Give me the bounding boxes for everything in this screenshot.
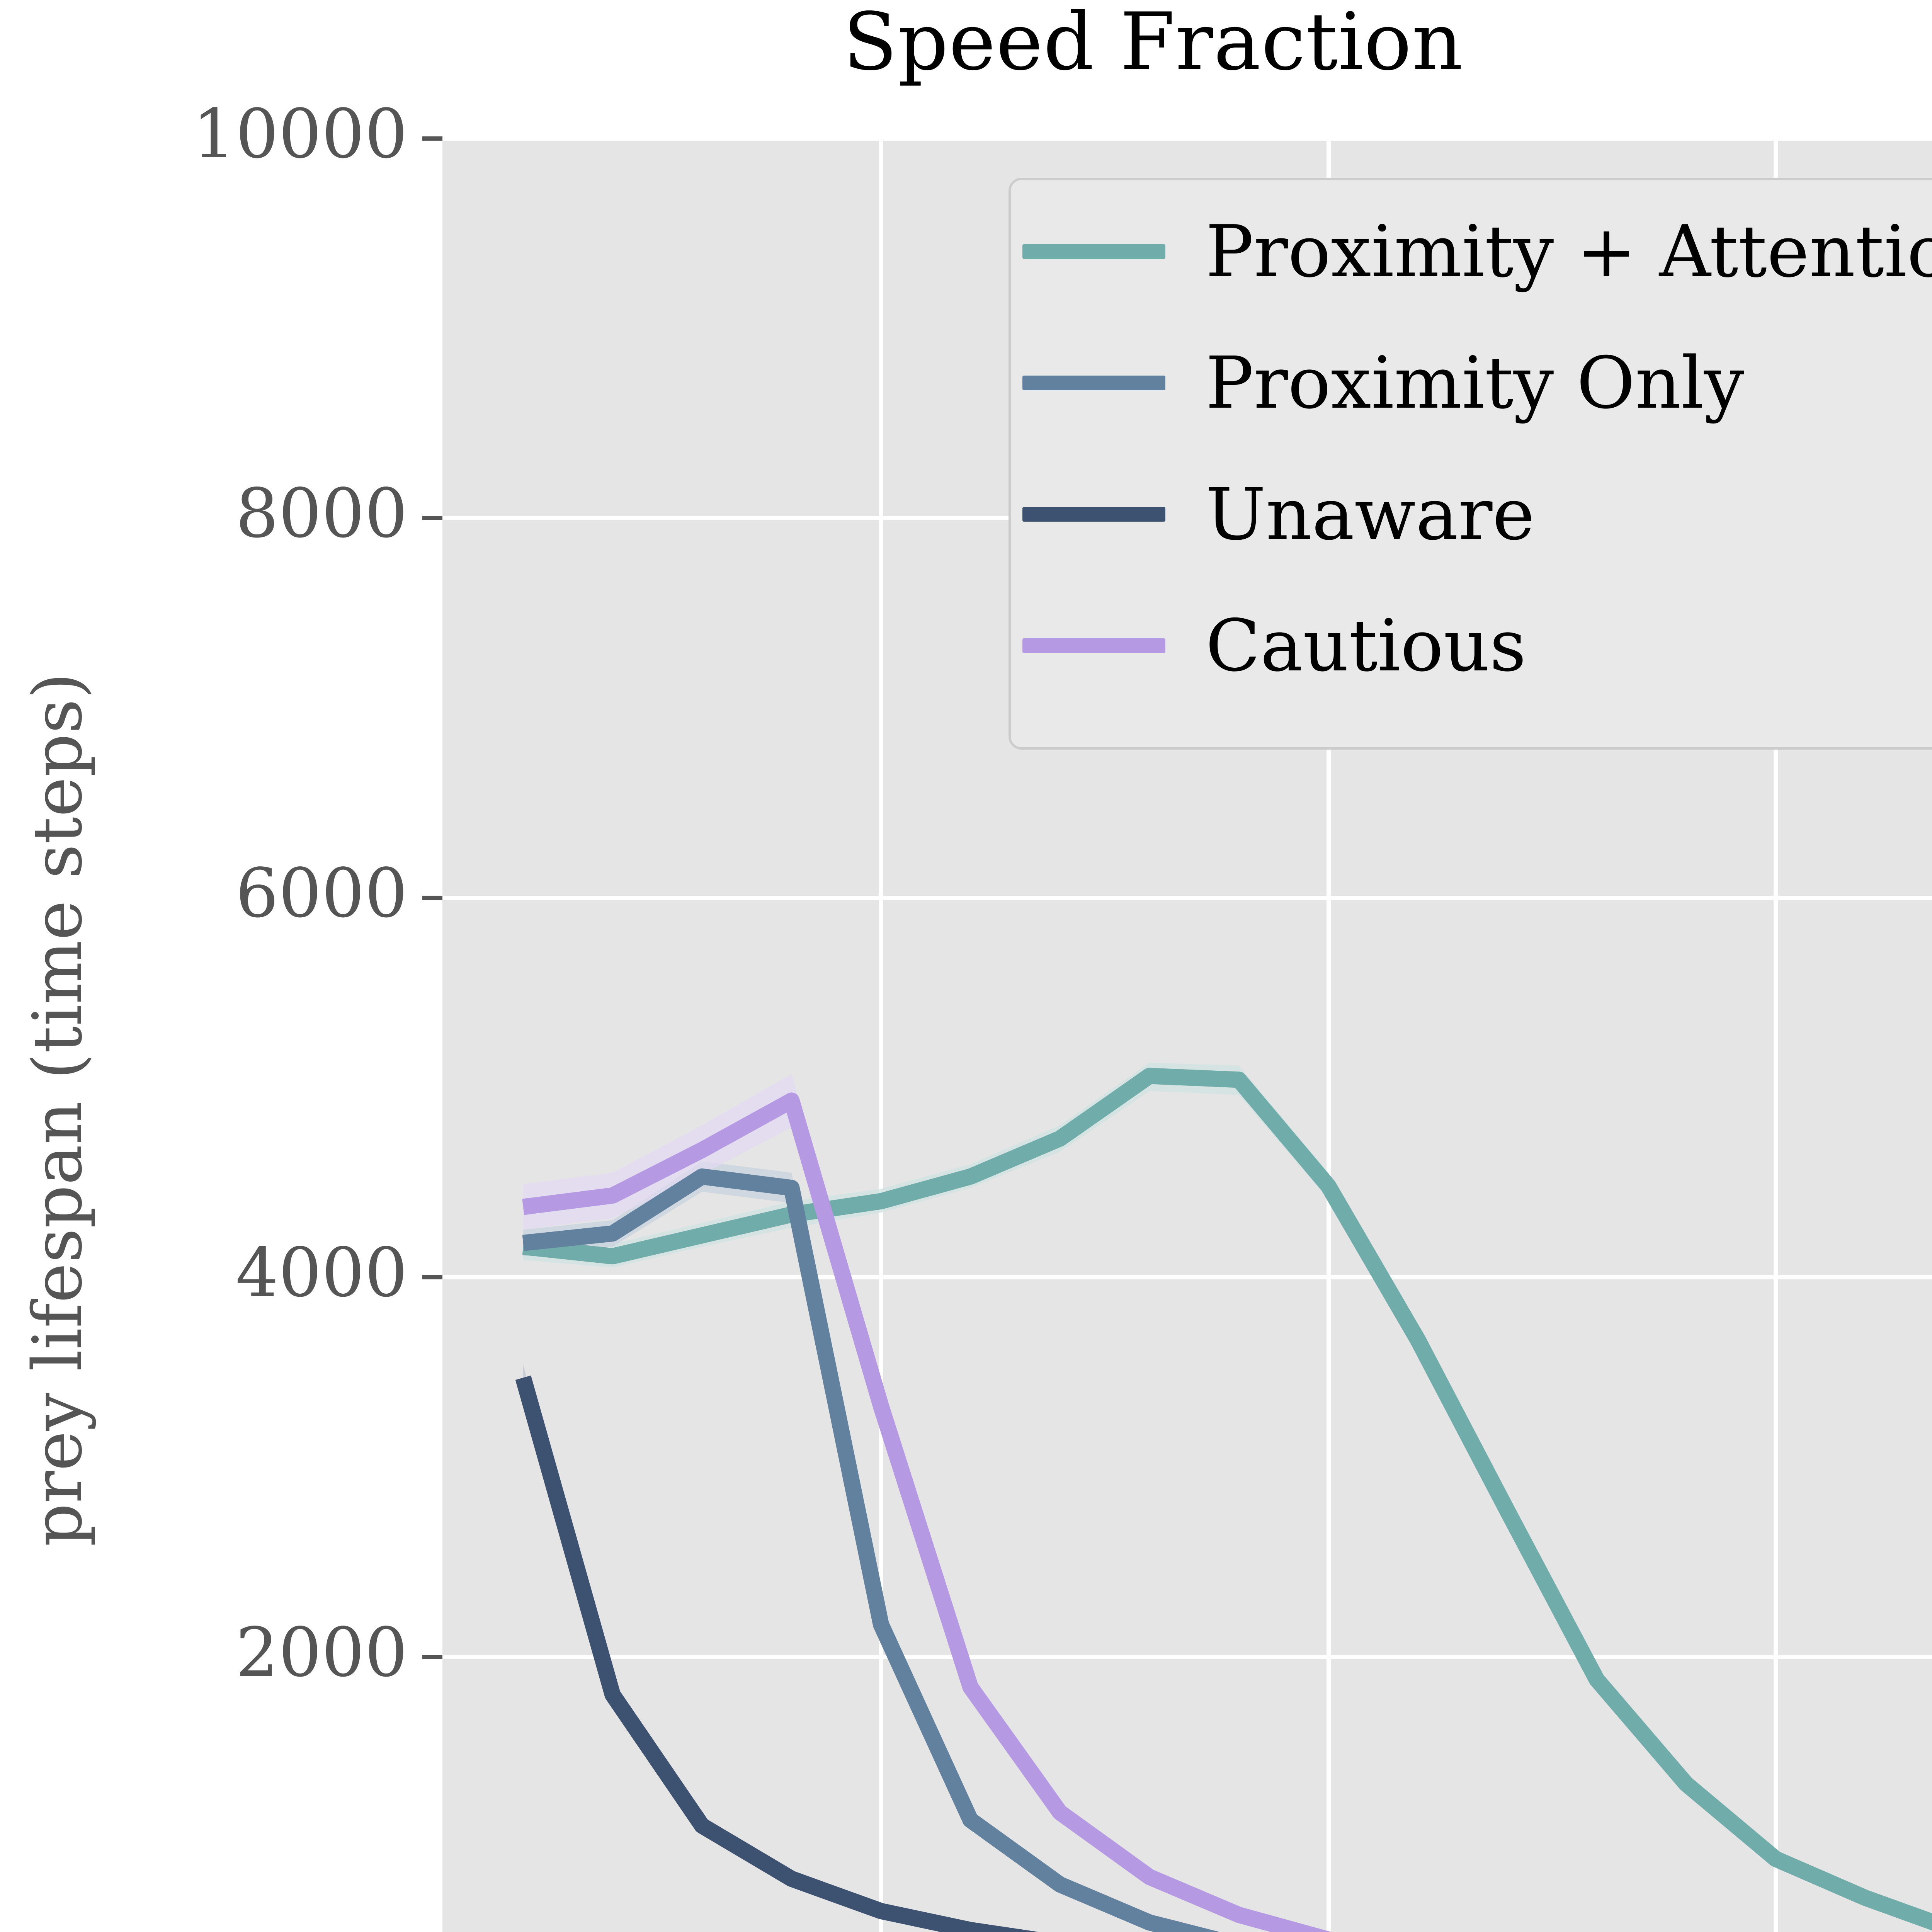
- gridline-x-1.5: [1774, 138, 1778, 1932]
- legend-swatch-icon-3: [1022, 638, 1165, 653]
- legend-label-2: Unaware: [1206, 472, 1535, 556]
- legend-swatch-icon-1: [1022, 376, 1165, 390]
- y-tick-label-8000: 8000: [235, 474, 408, 553]
- legend[interactable]: Proximity + Attention Proximity Only Unawa…: [1009, 178, 1932, 750]
- y-tick-mark-6000: [422, 895, 442, 900]
- legend-item-3[interactable]: Cautious: [1022, 601, 1526, 690]
- legend-item-1[interactable]: Proximity Only: [1022, 338, 1745, 427]
- legend-swatch-icon-2: [1022, 507, 1165, 522]
- series-line-2: [515, 1375, 1039, 1932]
- series-line-1: [522, 1168, 1220, 1932]
- series-line-3: [522, 1092, 1333, 1932]
- legend-item-2[interactable]: Unaware: [1022, 470, 1535, 559]
- page-title: Speed Fraction: [843, 0, 1464, 88]
- legend-label-3: Cautious: [1206, 604, 1526, 687]
- gridline-y-2000: [442, 1655, 1932, 1659]
- y-tick-mark-10000: [422, 136, 442, 141]
- series-lines: [515, 1063, 1932, 1932]
- legend-label-1: Proximity Only: [1206, 341, 1745, 425]
- series-line-0: [522, 1068, 1932, 1931]
- gridline-y-4000: [442, 1275, 1932, 1280]
- y-tick-label-2000: 2000: [235, 1613, 408, 1692]
- gridline-y-6000: [442, 895, 1932, 900]
- y-tick-label-6000: 6000: [235, 854, 408, 933]
- legend-item-0[interactable]: Proximity + Attention: [1022, 207, 1932, 296]
- y-tick-label-4000: 4000: [235, 1234, 408, 1313]
- y-tick-mark-8000: [422, 516, 442, 520]
- gridline-x-0.5: [879, 138, 883, 1932]
- y-axis-label: prey lifespan (time steps): [19, 672, 97, 1547]
- gridline-x-1: [1326, 138, 1331, 1932]
- y-tick-mark-4000: [422, 1275, 442, 1280]
- legend-swatch-icon-0: [1022, 244, 1165, 259]
- y-tick-mark-2000: [422, 1655, 442, 1659]
- y-tick-label-10000: 10000: [192, 95, 408, 173]
- gridline-y-10000: [442, 136, 1932, 141]
- legend-label-0: Proximity + Attention: [1206, 209, 1932, 293]
